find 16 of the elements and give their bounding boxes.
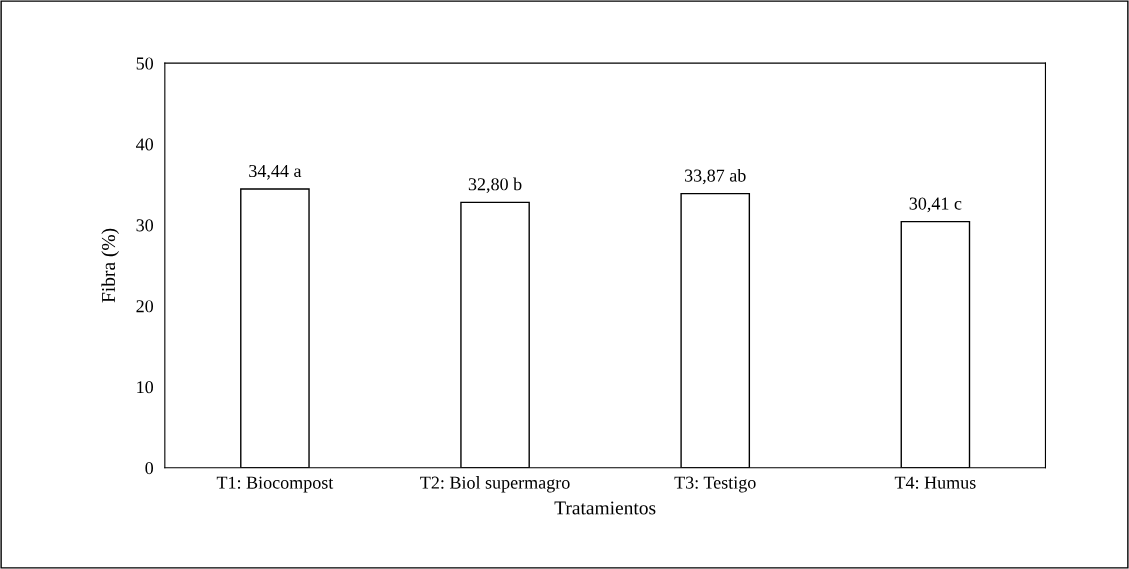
x-axis-title: Tratamientos [554, 501, 656, 515]
x-tick-label: T1: Biocompost [216, 476, 334, 493]
y-tick-label: 40 [136, 138, 154, 151]
y-tick-label: 30 [136, 219, 154, 232]
x-tick-label: T3: Testigo [674, 476, 756, 493]
y-tick-label: 50 [136, 57, 154, 70]
data-label: 30,41 c [909, 197, 962, 213]
data-label: 33,87 ab [684, 168, 746, 185]
x-tick-label: T2: Biol supermagro [420, 476, 570, 493]
data-label: 32,80 b [468, 177, 522, 193]
y-tick-label: 0 [145, 461, 154, 475]
y-tick-label: 20 [136, 300, 154, 313]
x-tick-label: T4: Humus [894, 476, 976, 489]
y-axis-title: Fibra (%) [101, 228, 119, 303]
y-tick-label: 10 [137, 381, 154, 394]
data-label: 34,44 a [249, 164, 302, 180]
